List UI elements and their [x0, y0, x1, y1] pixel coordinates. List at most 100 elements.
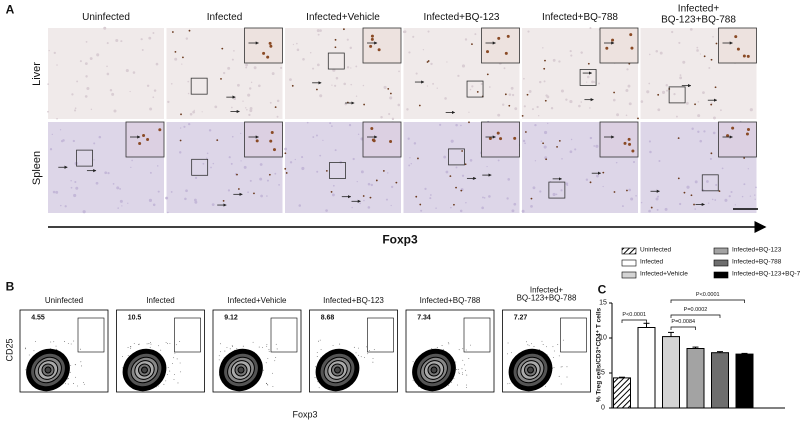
tissue-speck [253, 66, 257, 70]
event-dot [316, 356, 318, 357]
tissue-speck [697, 130, 700, 133]
tissue-speck [155, 62, 159, 66]
gate [174, 317, 201, 353]
roi-box [327, 52, 345, 70]
bar [735, 353, 754, 409]
tissue-speck [334, 149, 337, 152]
stained-cell [545, 158, 548, 161]
tissue-speck [574, 148, 577, 151]
event-dot [531, 343, 532, 345]
event-dot [231, 345, 233, 347]
stained-cell [268, 41, 272, 45]
tissue-speck [488, 86, 491, 88]
stained-cell [362, 195, 365, 197]
tissue-speck [233, 50, 235, 52]
y-tick-label: 5 [601, 369, 605, 377]
tissue-speck [193, 198, 197, 202]
tissue-speck [426, 85, 429, 87]
tissue-speck [111, 92, 115, 96]
density-contour [44, 366, 52, 374]
tissue-speck [543, 145, 547, 149]
tissue-speck [90, 108, 93, 111]
stained-cell [710, 103, 713, 106]
tissue-speck [148, 198, 153, 202]
tissue-speck [397, 103, 401, 107]
event-dot [33, 350, 35, 352]
event-dot [455, 361, 457, 363]
stained-cell [262, 51, 266, 55]
column-header: Uninfected [82, 11, 130, 23]
tissue-speck [359, 202, 361, 205]
stained-cell [677, 177, 680, 180]
event-dot [165, 380, 167, 382]
stained-cell [623, 141, 627, 145]
tissue-speck [121, 205, 123, 207]
tissue-speck [565, 98, 568, 101]
gate-value: 7.34 [417, 314, 431, 322]
p-value: P=0.0084 [671, 319, 696, 326]
tissue-speck [370, 183, 374, 187]
column-header: Infected+ BQ-123+BQ-788 [661, 3, 736, 25]
tissue-speck [596, 174, 599, 178]
event-dot [275, 343, 277, 345]
tissue-speck [665, 89, 669, 92]
tissue-speck [471, 85, 474, 88]
tissue-speck [589, 136, 593, 140]
tissue-speck [749, 195, 752, 197]
stained-cell [182, 56, 184, 59]
tissue-speck [555, 193, 558, 196]
event-dot [453, 378, 455, 380]
tissue-speck [153, 89, 157, 92]
tissue-speck [316, 29, 320, 33]
tissue-speck [550, 106, 554, 110]
event-dot [465, 384, 467, 386]
tissue-speck [231, 58, 234, 61]
event-dot [172, 362, 173, 364]
tissue-speck [569, 49, 572, 53]
tissue-speck [730, 190, 733, 194]
tissue-speck [167, 211, 169, 214]
event-dot [236, 348, 238, 349]
event-dot [457, 384, 458, 386]
inset [244, 121, 283, 158]
event-dot [274, 360, 276, 362]
tissue-speck [471, 178, 474, 180]
tissue-speck [117, 207, 119, 209]
tissue-speck [715, 183, 718, 187]
event-dot [165, 342, 167, 343]
panel-label: B [5, 279, 15, 294]
event-dot [64, 383, 66, 385]
tissue-speck [671, 30, 674, 34]
tissue-speck [523, 77, 525, 80]
significance-bracket [621, 319, 647, 323]
event-dot [462, 374, 464, 375]
stained-cell [427, 60, 430, 62]
event-dot [127, 347, 129, 348]
tissue-speck [728, 195, 731, 198]
event-dot [526, 341, 527, 343]
event-dot [75, 376, 76, 378]
stained-cell [693, 203, 695, 206]
tissue-speck [250, 81, 253, 84]
tissue-speck [289, 78, 292, 82]
tissue-speck [580, 101, 583, 103]
stained-cell [237, 188, 240, 190]
gate-value: 4.55 [31, 314, 45, 322]
event-dot [77, 385, 78, 387]
tissue-speck [558, 60, 561, 63]
tissue-speck [658, 160, 661, 163]
tissue-speck [578, 104, 581, 108]
panel-label: A [5, 2, 15, 17]
tissue-speck [245, 63, 249, 67]
roi-box [76, 149, 93, 167]
tissue-speck [532, 186, 536, 190]
tissue-speck [271, 72, 275, 76]
stained-cell [158, 128, 162, 132]
stained-cell [602, 171, 605, 174]
tissue-speck [170, 82, 173, 85]
event-dot [130, 345, 132, 347]
tissue-speck [628, 102, 632, 106]
tissue-speck [346, 38, 349, 41]
stained-cell [221, 47, 224, 50]
roi-box [548, 181, 566, 199]
